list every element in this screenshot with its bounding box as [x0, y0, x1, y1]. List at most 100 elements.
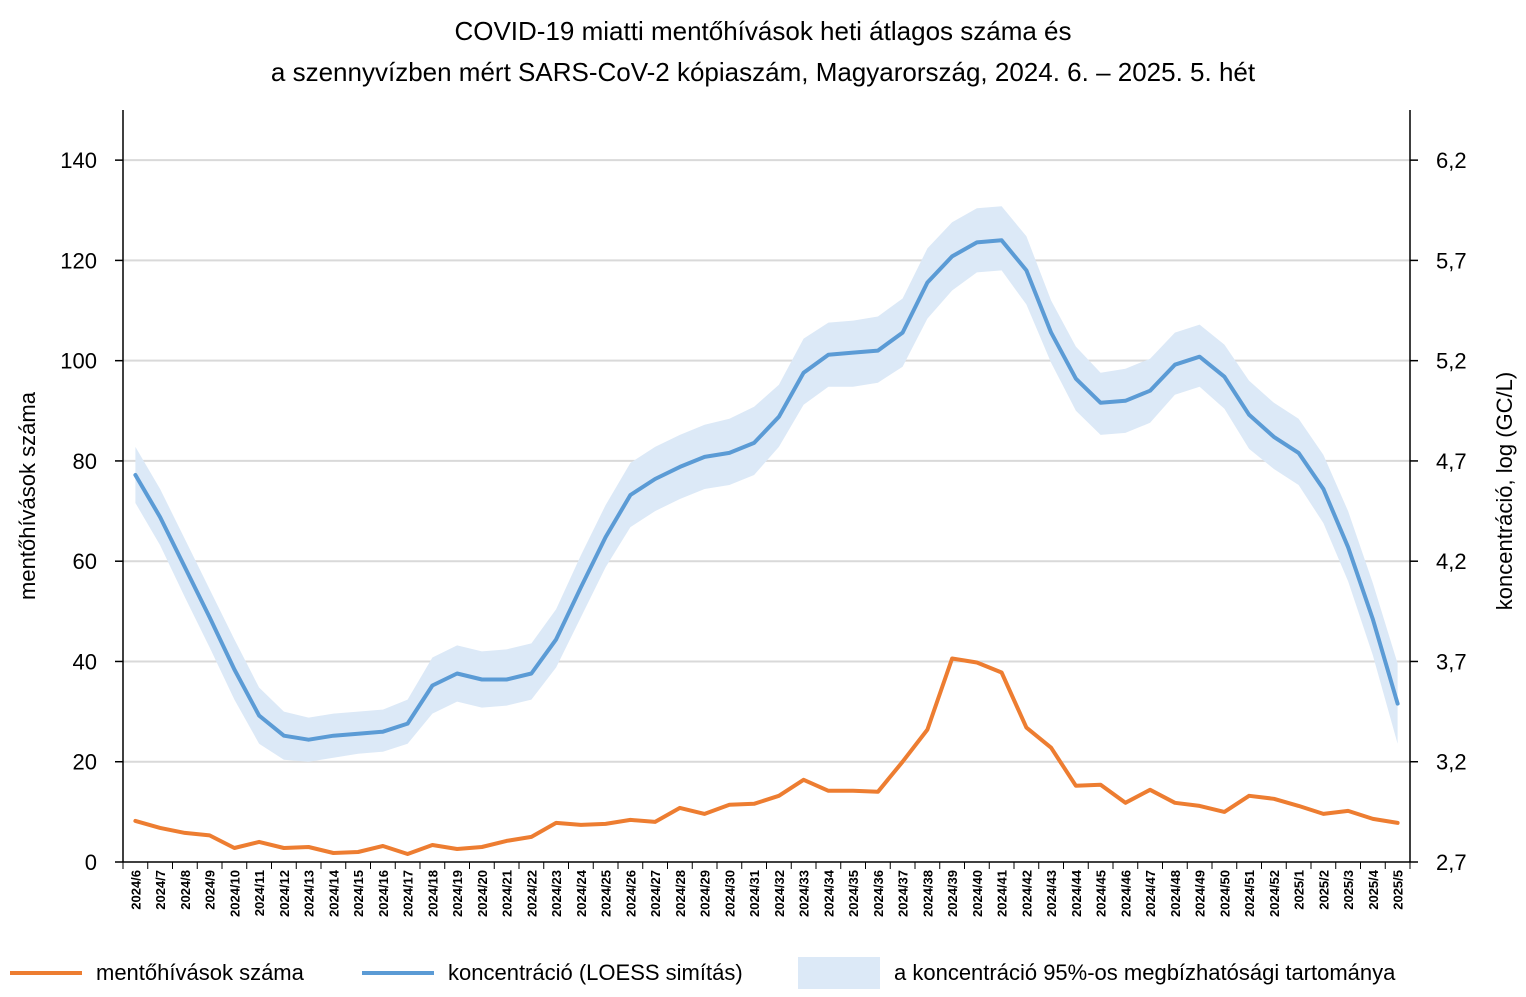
data-point-concentration [1247, 413, 1251, 417]
data-point-concentration [1123, 399, 1127, 403]
data-point-concentration [628, 493, 632, 497]
x-tick-label: 2024/31 [747, 870, 762, 917]
data-point-concentration [381, 730, 385, 734]
data-point-concentration [975, 240, 979, 244]
data-point-concentration [653, 477, 657, 481]
data-point-calls [282, 846, 286, 850]
legend-item-band: a koncentráció 95%-os megbízhatósági tar… [798, 955, 1395, 991]
data-point-concentration [1049, 331, 1053, 335]
data-point-concentration [826, 353, 830, 357]
x-tick-label: 2024/16 [376, 870, 391, 917]
data-point-calls [257, 840, 261, 844]
data-point-concentration [554, 637, 558, 641]
data-point-calls [529, 835, 533, 839]
data-point-calls [1346, 809, 1350, 813]
x-tick-label: 2024/39 [945, 870, 960, 917]
data-point-calls [727, 803, 731, 807]
data-point-concentration [1346, 545, 1350, 549]
y-tick-label-left: 80 [73, 449, 97, 474]
data-point-calls [554, 821, 558, 825]
data-point-concentration [1000, 238, 1004, 242]
data-point-calls [653, 820, 657, 824]
data-point-calls [703, 812, 707, 816]
data-point-concentration [1099, 401, 1103, 405]
x-tick-label: 2025/3 [1341, 870, 1356, 910]
x-tick-label: 2024/42 [1019, 870, 1034, 917]
legend-swatch-blue-line [362, 971, 434, 975]
data-point-calls [232, 846, 236, 850]
x-tick-label: 2024/32 [772, 870, 787, 917]
data-point-concentration [208, 615, 212, 619]
x-tick-label: 2024/25 [599, 870, 614, 917]
data-point-concentration [1024, 268, 1028, 272]
data-point-concentration [430, 684, 434, 688]
x-tick-label: 2024/43 [1044, 870, 1059, 917]
x-tick-label: 2024/8 [178, 870, 193, 910]
y-tick-label-left: 60 [73, 549, 97, 574]
x-tick-label: 2024/12 [277, 870, 292, 917]
confidence-band-layer [135, 206, 1398, 762]
x-tick-label: 2024/14 [326, 869, 341, 917]
data-point-calls [925, 728, 929, 732]
data-point-calls [802, 778, 806, 782]
data-point-calls [826, 789, 830, 793]
data-point-concentration [529, 671, 533, 675]
data-point-concentration [703, 455, 707, 459]
confidence-band [135, 206, 1398, 762]
y-tick-label-right: 5,2 [1436, 349, 1467, 374]
data-point-calls [307, 845, 311, 849]
x-tick-label: 2024/45 [1094, 870, 1109, 917]
data-point-concentration [851, 351, 855, 355]
data-point-concentration [158, 515, 162, 519]
data-point-calls [381, 844, 385, 848]
x-tick-label: 2024/11 [252, 870, 267, 916]
data-point-calls [1173, 801, 1177, 805]
legend-swatch-band [798, 957, 880, 989]
y-tick-label-right: 5,7 [1436, 248, 1467, 273]
y-tick-label-right: 3,7 [1436, 649, 1467, 674]
y-tick-label-left: 40 [73, 649, 97, 674]
x-tick-label: 2024/18 [425, 870, 440, 917]
data-point-calls [331, 851, 335, 855]
x-tick-label: 2024/29 [698, 870, 713, 917]
x-tick-label: 2024/17 [401, 870, 416, 917]
data-point-concentration [1198, 355, 1202, 359]
y-tick-label-right: 4,2 [1436, 549, 1467, 574]
data-point-calls [604, 822, 608, 826]
data-point-calls [1198, 804, 1202, 808]
data-point-calls [505, 839, 509, 843]
x-tick-label: 2024/46 [1118, 870, 1133, 917]
data-point-calls [1272, 797, 1276, 801]
x-tick-label: 2024/22 [524, 870, 539, 917]
x-tick-label: 2024/38 [920, 870, 935, 917]
data-point-calls [950, 656, 954, 660]
legend-label-band: a koncentráció 95%-os megbízhatósági tar… [894, 960, 1396, 985]
data-point-concentration [1371, 617, 1375, 621]
data-point-calls [876, 790, 880, 794]
data-point-calls [480, 845, 484, 849]
data-point-calls [1024, 726, 1028, 730]
series-line-concentration [133, 238, 1400, 742]
data-point-calls [406, 852, 410, 856]
legend-label-concentration: koncentráció (LOESS simítás) [448, 960, 743, 985]
data-point-concentration [257, 714, 261, 718]
data-point-concentration [282, 734, 286, 738]
axis-labels-layer: 0 20 40 60 80 100 120 140 2,7 3,2 3,7 4,2 4,7 5,2 5,7 6… [15, 148, 1517, 917]
x-tick-label: 2024/44 [1069, 869, 1084, 917]
data-point-calls [208, 833, 212, 837]
data-point-concentration [901, 331, 905, 335]
legend-item-calls: mentőhívások száma [10, 955, 304, 991]
x-tick-label: 2024/13 [302, 870, 317, 917]
data-point-calls [901, 760, 905, 764]
axes-layer [115, 110, 1418, 869]
data-point-concentration [232, 667, 236, 671]
data-point-calls [628, 818, 632, 822]
data-point-calls [678, 806, 682, 810]
legend: mentőhívások száma koncentráció (LOESS s… [0, 955, 1526, 991]
y-tick-label-left: 20 [73, 750, 97, 775]
x-tick-label: 2024/41 [995, 870, 1010, 917]
legend-swatch-orange-line [10, 971, 82, 975]
x-tick-label: 2024/51 [1242, 870, 1257, 917]
x-tick-label: 2024/49 [1193, 870, 1208, 917]
data-point-calls [133, 819, 137, 823]
